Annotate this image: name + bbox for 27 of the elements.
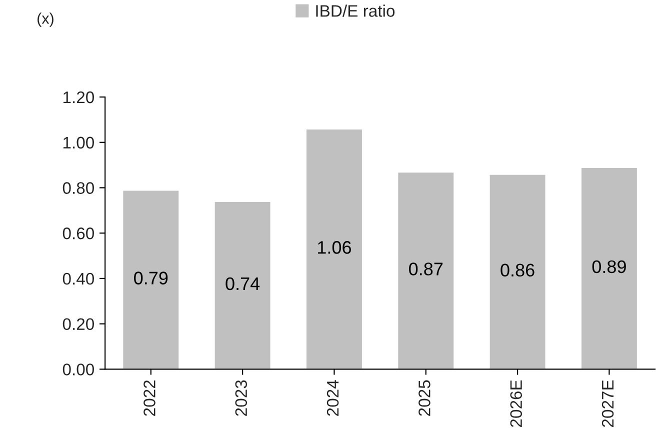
y-tick-label: 1.20 — [63, 91, 94, 104]
bar — [396, 171, 455, 370]
x-tick-label: 2023 — [235, 380, 248, 416]
bar — [580, 166, 638, 370]
y-tick-label: 1.00 — [63, 136, 94, 149]
data-label: 0.87 — [409, 262, 443, 276]
data-label: 0.79 — [134, 272, 168, 284]
y-axis-title: (x) — [38, 12, 54, 27]
bar — [488, 173, 547, 370]
data-label: 0.74 — [226, 277, 260, 290]
x-tick-label: 2022 — [144, 380, 156, 416]
data-label: 0.89 — [592, 260, 626, 274]
x-tick-label: 2027E — [602, 380, 614, 427]
bar — [122, 189, 180, 370]
y-tick-label: 0.20 — [62, 318, 94, 330]
y-tick-label: 0.40 — [62, 272, 94, 285]
data-label: 0.86 — [500, 264, 534, 277]
y-tick-label: 0.80 — [62, 182, 94, 194]
data-label: 1.06 — [318, 241, 351, 254]
x-tick-label: 2025 — [418, 380, 430, 416]
x-tick-label: 2024 — [326, 380, 339, 416]
bar — [305, 128, 364, 370]
y-tick-label: 0.00 — [62, 364, 94, 376]
legend-label: IBD/E ratio — [316, 4, 395, 17]
bar — [213, 200, 272, 370]
x-tick-label: 2026E — [510, 380, 522, 427]
y-tick-label: 0.60 — [62, 228, 94, 240]
